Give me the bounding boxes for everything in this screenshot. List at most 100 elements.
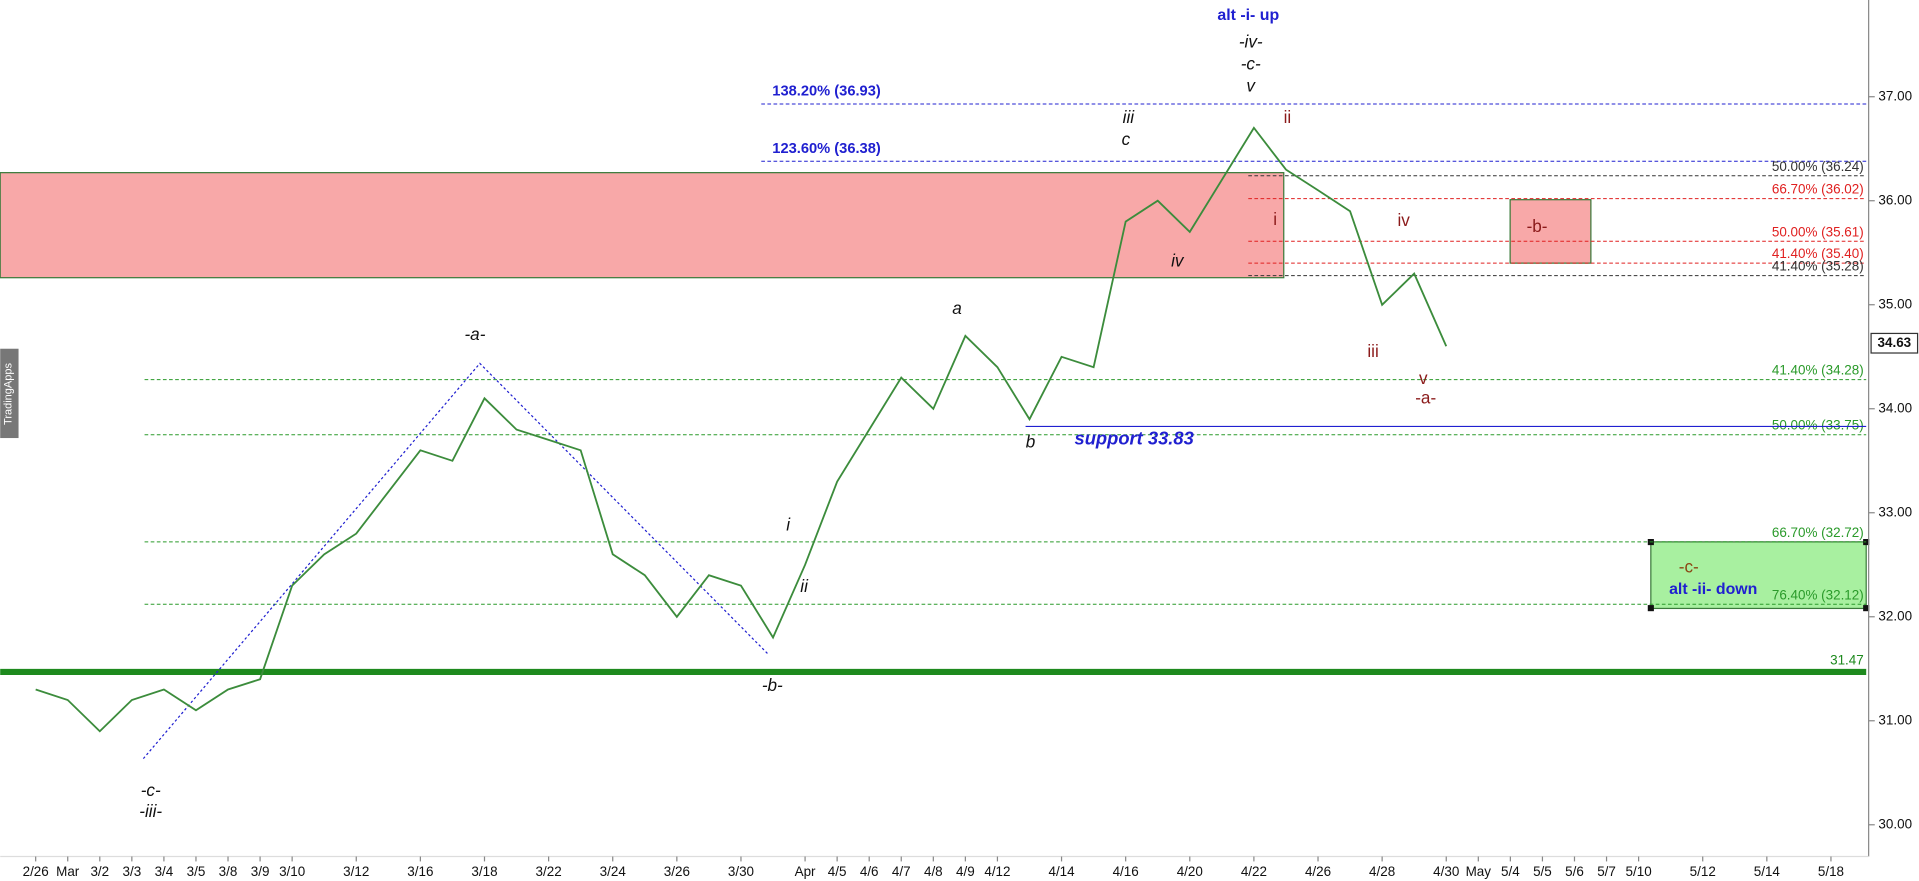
x-tick-label: 5/12 bbox=[1690, 864, 1716, 879]
wave-label: i bbox=[786, 515, 791, 535]
x-tick-label: 3/22 bbox=[536, 864, 562, 879]
x-tick-label: 3/2 bbox=[90, 864, 109, 879]
x-tick-label: 5/14 bbox=[1754, 864, 1781, 879]
wave-label: iii bbox=[1367, 341, 1378, 361]
x-tick-label: 3/26 bbox=[664, 864, 690, 879]
y-tick-label: 31.00 bbox=[1878, 712, 1912, 727]
x-tick-label: 3/16 bbox=[407, 864, 433, 879]
wave-label: -c- bbox=[141, 780, 161, 800]
x-tick-label: 5/18 bbox=[1818, 864, 1844, 879]
y-tick-label: 34.00 bbox=[1878, 400, 1912, 415]
x-tick-label: 4/26 bbox=[1305, 864, 1331, 879]
annotations: alt -i- up-iv--c-viiiciiiiviviiiv-a--b--… bbox=[139, 7, 1757, 821]
level-label: 50.00% (33.75) bbox=[1772, 418, 1864, 433]
wave-label: -a- bbox=[1415, 387, 1436, 407]
wave-label: -b- bbox=[762, 675, 783, 695]
level-label: 138.20% (36.93) bbox=[772, 84, 881, 100]
axes: 30.00 31.00 32.00 33.00 34.00 35.00 36.00 37.00… bbox=[23, 88, 1919, 879]
level-label: 31.47 bbox=[1830, 652, 1864, 667]
watermark-tag bbox=[0, 348, 19, 439]
x-tick-label: 3/3 bbox=[123, 864, 142, 879]
wave-label: -a- bbox=[464, 324, 485, 344]
x-tick-label: 4/5 bbox=[828, 864, 847, 879]
level-label: 50.00% (35.61) bbox=[1772, 224, 1864, 239]
last-price-box bbox=[1870, 332, 1919, 354]
price-line bbox=[35, 126, 1448, 733]
zone bbox=[0, 172, 1285, 279]
last-price-label: 34.63 bbox=[1878, 335, 1912, 350]
x-tick-label: 4/12 bbox=[984, 864, 1010, 879]
zone bbox=[1509, 199, 1592, 264]
x-tick-label: 4/8 bbox=[924, 864, 943, 879]
wave-label: v bbox=[1246, 75, 1256, 95]
x-tick-label: Mar bbox=[56, 864, 80, 879]
x-tick-label: May bbox=[1466, 864, 1492, 879]
x-tick-label: 4/14 bbox=[1048, 864, 1075, 879]
watermark: TradingApps bbox=[3, 363, 15, 425]
y-tick-label: 30.00 bbox=[1878, 816, 1912, 831]
x-tick-label: 2/26 bbox=[23, 864, 49, 879]
x-tick-label: 4/7 bbox=[892, 864, 911, 879]
wave-label: iv bbox=[1171, 250, 1185, 270]
wave-label: -iii- bbox=[139, 801, 162, 821]
y-tick-label: 32.00 bbox=[1878, 608, 1912, 623]
x-tick-label: 4/20 bbox=[1177, 864, 1203, 879]
x-tick-label: 4/30 bbox=[1433, 864, 1459, 879]
wave-label: v bbox=[1419, 368, 1428, 388]
x-tick-label: 3/5 bbox=[187, 864, 206, 879]
x-tick-label: 5/4 bbox=[1501, 864, 1520, 879]
x-tick-label: 3/8 bbox=[219, 864, 238, 879]
level-label: 50.00% (36.24) bbox=[1772, 159, 1864, 174]
level-label: 41.40% (34.28) bbox=[1772, 363, 1864, 378]
wave-label: a bbox=[952, 298, 962, 318]
wave-label: i bbox=[1273, 209, 1277, 229]
wave-label: alt -ii- down bbox=[1669, 581, 1757, 598]
x-tick-label: 4/22 bbox=[1241, 864, 1267, 879]
wave-guide bbox=[142, 362, 770, 760]
x-tick-label: 3/18 bbox=[471, 864, 497, 879]
wave-label: -c- bbox=[1241, 53, 1261, 73]
wave-label: -iv- bbox=[1239, 31, 1263, 51]
wave-label: -c- bbox=[1679, 556, 1699, 576]
x-tick-label: 4/28 bbox=[1369, 864, 1395, 879]
y-tick-label: 35.00 bbox=[1878, 296, 1912, 311]
y-tick-label: 36.00 bbox=[1878, 192, 1912, 207]
price bbox=[35, 126, 1448, 733]
wave-label: iii bbox=[1123, 107, 1136, 127]
zone bbox=[1650, 541, 1867, 610]
y-tick-label: 37.00 bbox=[1878, 88, 1912, 103]
levels: 138.20% (36.93) 123.60% (36.38) 50.00% (36… bbox=[0, 84, 1867, 675]
wave-label: -b- bbox=[1527, 216, 1548, 236]
x-tick-label: 4/9 bbox=[956, 864, 975, 879]
wave-label: iv bbox=[1397, 210, 1410, 230]
wave-label: alt -i- up bbox=[1217, 7, 1279, 24]
level-label: 41.40% (35.40) bbox=[1772, 246, 1864, 261]
zones bbox=[0, 172, 1870, 612]
x-tick-label: 5/7 bbox=[1597, 864, 1616, 879]
wave-label: ii bbox=[800, 576, 809, 596]
level-label: 66.70% (32.72) bbox=[1772, 525, 1864, 540]
level-label: 123.60% (36.38) bbox=[772, 141, 881, 157]
level-label: 76.40% (32.12) bbox=[1772, 587, 1864, 602]
x-tick-label: Apr bbox=[795, 864, 816, 879]
wave-label: c bbox=[1122, 129, 1131, 149]
y-tick-label: 33.00 bbox=[1878, 504, 1912, 519]
x-tick-label: 3/12 bbox=[343, 864, 369, 879]
x-tick-label: 4/16 bbox=[1113, 864, 1139, 879]
wave-label: ii bbox=[1284, 107, 1292, 127]
wave-label: b bbox=[1026, 431, 1036, 451]
level-label: 66.70% (36.02) bbox=[1772, 182, 1864, 197]
level-label: support 33.83 bbox=[1075, 428, 1194, 449]
zone-handle bbox=[1863, 605, 1870, 612]
x-tick-label: 5/10 bbox=[1626, 864, 1652, 879]
level-label: 41.40% (35.28) bbox=[1772, 259, 1864, 274]
x-tick-label: 5/6 bbox=[1565, 864, 1584, 879]
x-tick-label: 3/10 bbox=[279, 864, 305, 879]
x-tick-label: 3/4 bbox=[155, 864, 174, 879]
x-tick-label: 5/5 bbox=[1533, 864, 1552, 879]
x-tick-label: 3/24 bbox=[600, 864, 627, 879]
zone-handle bbox=[1647, 605, 1654, 612]
x-tick-label: 4/6 bbox=[860, 864, 879, 879]
